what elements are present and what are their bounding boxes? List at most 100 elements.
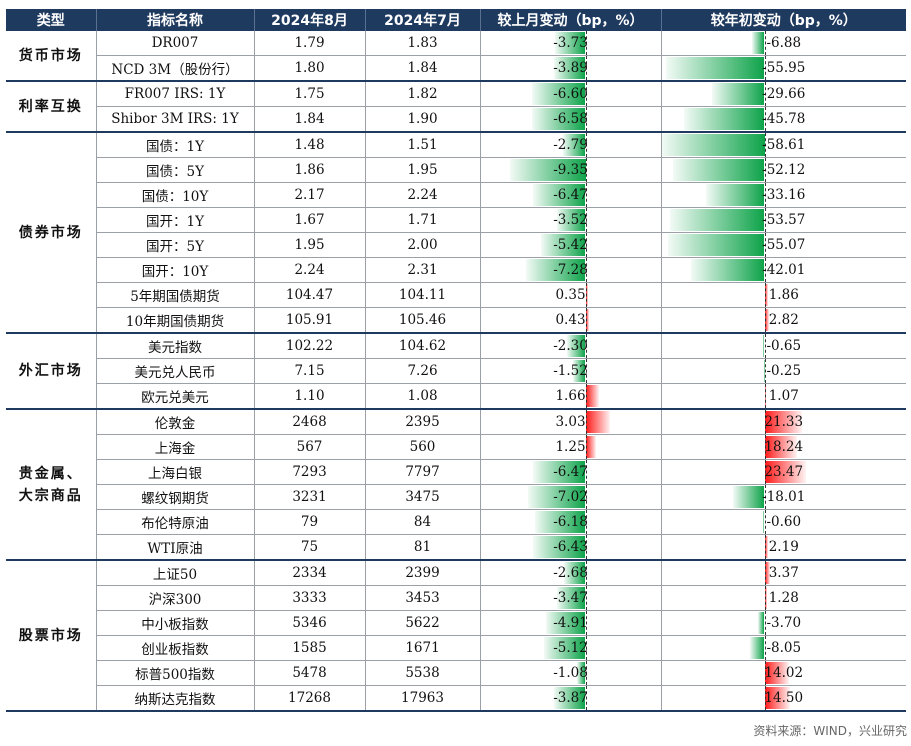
ytd-change-cell-value: -6.88 bbox=[766, 35, 802, 51]
ytd-change-cell: -42.01 bbox=[660, 257, 906, 283]
aug-2024-value: 5346 bbox=[253, 610, 365, 636]
mom-change-cell-value: -3.89 bbox=[553, 60, 588, 76]
ytd-change-cell-bar bbox=[763, 335, 765, 357]
ytd-change-cell-bar bbox=[764, 309, 770, 331]
aug-2024-value: 3231 bbox=[253, 484, 365, 510]
mom-change-cell-bar bbox=[532, 184, 586, 206]
ytd-change-cell-bar bbox=[764, 687, 790, 709]
mom-change-cell-bar bbox=[566, 335, 586, 357]
ytd-change-cell-bar bbox=[764, 587, 767, 609]
table-row: 外汇市场 美元指数 102.22 104.62 -2.30 -0.65 bbox=[6, 333, 906, 410]
indicator-name: 布伦特原油 bbox=[95, 509, 254, 535]
jul-2024-value: 560 bbox=[364, 434, 480, 460]
mom-change-cell-value: -2.30 bbox=[553, 338, 588, 354]
indicator-name: 上海金 bbox=[95, 434, 254, 460]
ytd-change-cell-value: 1.86 bbox=[768, 287, 799, 303]
mom-change-cell: -3.89 bbox=[479, 55, 661, 82]
table-row: 国债：5Y 1.86 1.95 -9.35 -52.12 bbox=[6, 157, 906, 183]
mom-change-cell-value: -3.52 bbox=[553, 212, 588, 228]
table-row: 上海金 567 560 1.25 18.24 bbox=[6, 434, 906, 460]
aug-2024-value: 17268 bbox=[253, 685, 365, 712]
mom-change-cell-value: -5.12 bbox=[553, 640, 588, 656]
mom-change-cell-zero-axis bbox=[585, 56, 587, 80]
mom-change-cell: -6.43 bbox=[479, 534, 661, 561]
jul-2024-value: 5622 bbox=[364, 610, 480, 636]
mom-change-cell-zero-axis bbox=[585, 359, 587, 383]
mom-change-cell-zero-axis bbox=[585, 460, 587, 484]
ytd-change-cell-value: -55.07 bbox=[762, 237, 806, 253]
mom-change-cell-value: -3.73 bbox=[553, 35, 588, 51]
ytd-change-cell-bar bbox=[670, 209, 765, 231]
aug-2024-value: 1.10 bbox=[253, 383, 365, 410]
jul-2024-value: 7.26 bbox=[364, 358, 480, 384]
aug-2024-value: 1.86 bbox=[253, 157, 365, 183]
mom-change-cell-value: -6.43 bbox=[553, 539, 588, 555]
ytd-change-cell: -8.05 bbox=[660, 635, 906, 661]
ytd-change-cell-bar bbox=[763, 360, 765, 382]
category-cell: 货币市场 bbox=[6, 31, 96, 82]
jul-2024-value: 1.51 bbox=[364, 132, 480, 158]
mom-change-cell: -3.87 bbox=[479, 685, 661, 712]
indicator-name: 伦敦金 bbox=[95, 409, 254, 435]
ytd-change-cell-zero-axis bbox=[764, 636, 766, 660]
mom-change-cell-bar bbox=[532, 108, 586, 130]
table-row: 美元兑人民币 7.15 7.26 -1.52 -0.25 bbox=[6, 358, 906, 384]
mom-change-cell-zero-axis bbox=[585, 510, 587, 534]
jul-2024-value: 17963 bbox=[364, 685, 480, 712]
table-row: 债券市场 国债：1Y 1.48 1.51 -2.79 -58.61 bbox=[6, 132, 906, 334]
mom-change-cell: 0.35 bbox=[479, 282, 661, 308]
ytd-change-cell-value: -0.60 bbox=[766, 514, 802, 530]
table-row: 货币市场 DR007 1.79 1.83 -3.73 -6.88 bbox=[6, 31, 906, 82]
ytd-change-cell-bar bbox=[662, 134, 765, 156]
mom-change-cell-bar bbox=[585, 385, 599, 407]
ytd-change-cell: -53.57 bbox=[660, 207, 906, 233]
table-row: NCD 3M（股份行） 1.80 1.84 -3.89 -55.95 bbox=[6, 55, 906, 82]
ytd-change-cell-zero-axis bbox=[764, 308, 766, 332]
mom-change-cell-zero-axis bbox=[585, 611, 587, 635]
ytd-change-cell-bar bbox=[712, 83, 765, 105]
mom-change-cell-bar bbox=[535, 511, 586, 533]
mom-change-cell: -9.35 bbox=[479, 157, 661, 183]
mom-change-cell-value: 1.25 bbox=[555, 439, 586, 455]
indicator-name: 上证50 bbox=[95, 560, 254, 586]
jul-2024-value: 1.08 bbox=[364, 383, 480, 410]
mom-change-cell-value: -7.28 bbox=[553, 262, 588, 278]
mom-change-cell: -1.08 bbox=[479, 660, 661, 686]
ytd-change-cell-value: -0.65 bbox=[766, 338, 802, 354]
ytd-change-cell-zero-axis bbox=[764, 107, 766, 131]
category-cell: 外汇市场 bbox=[6, 333, 96, 410]
mom-change-cell-zero-axis bbox=[585, 485, 587, 509]
mom-change-cell-value: -6.58 bbox=[553, 111, 588, 127]
ytd-change-cell-bar bbox=[764, 411, 802, 433]
ytd-change-cell-bar bbox=[672, 159, 765, 181]
mom-change-cell-zero-axis bbox=[585, 535, 587, 559]
mom-change-cell-value: -6.18 bbox=[553, 514, 588, 530]
jul-2024-value: 2395 bbox=[364, 409, 480, 435]
mom-change-cell-zero-axis bbox=[585, 283, 587, 307]
mom-change-cell-bar bbox=[585, 309, 589, 331]
mom-change-cell-zero-axis bbox=[585, 384, 587, 408]
jul-2024-value: 3475 bbox=[364, 484, 480, 510]
jul-2024-value: 2.24 bbox=[364, 182, 480, 208]
ytd-change-cell-value: -55.95 bbox=[762, 60, 806, 76]
mom-change-cell-zero-axis bbox=[585, 258, 587, 282]
table-row: 贵金属、 大宗商品 伦敦金 2468 2395 3.03 21.33 bbox=[6, 409, 906, 561]
jul-2024-value: 84 bbox=[364, 509, 480, 535]
table-row: 纳斯达克指数 17268 17963 -3.87 14.50 bbox=[6, 685, 906, 712]
indicator-name: 5年期国债期货 bbox=[95, 282, 254, 308]
ytd-change-cell-bar bbox=[706, 184, 765, 206]
mom-change-cell-zero-axis bbox=[585, 133, 587, 157]
mom-change-cell: -2.30 bbox=[479, 333, 661, 359]
jul-2024-value: 2.31 bbox=[364, 257, 480, 283]
ytd-change-cell: 23.47 bbox=[660, 459, 906, 485]
mom-change-cell-value: -3.87 bbox=[553, 690, 588, 706]
category-label: 债券市场 bbox=[18, 224, 83, 241]
indicator-name: FR007 IRS: 1Y bbox=[95, 81, 254, 107]
jul-2024-value: 1.90 bbox=[364, 106, 480, 133]
mom-change-cell-bar bbox=[532, 461, 586, 483]
ytd-change-cell: -0.25 bbox=[660, 358, 906, 384]
mom-change-cell: -6.18 bbox=[479, 509, 661, 535]
ytd-change-cell-value: -58.61 bbox=[762, 137, 806, 153]
ytd-change-cell-bar bbox=[764, 536, 769, 558]
mom-change-cell-value: 1.66 bbox=[555, 388, 586, 404]
